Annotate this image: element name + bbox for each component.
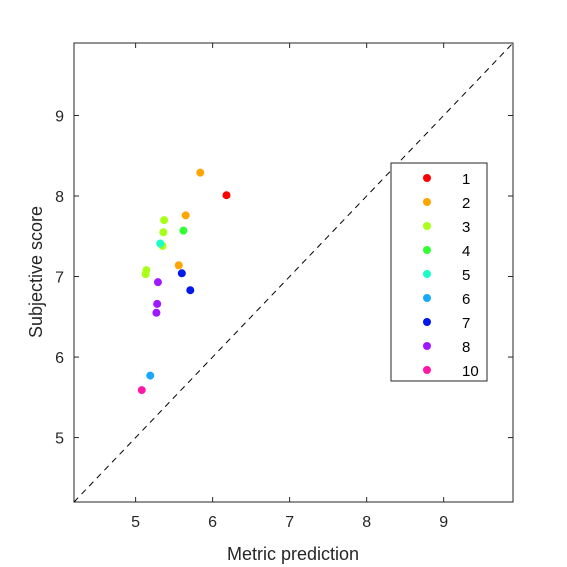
- data-point-series-3: [141, 270, 150, 279]
- legend-label: 4: [462, 243, 470, 260]
- legend-marker: [423, 366, 431, 374]
- data-point-series-3: [159, 228, 168, 237]
- legend-marker: [423, 246, 431, 254]
- x-tick-label: 6: [208, 514, 217, 531]
- data-point-series-2: [196, 168, 205, 177]
- legend-marker: [423, 294, 431, 302]
- x-tick-label: 7: [285, 514, 294, 531]
- y-tick-label: 9: [55, 108, 64, 125]
- x-tick-label: 8: [362, 514, 371, 531]
- y-tick-label: 7: [55, 270, 64, 287]
- legend-marker: [423, 222, 431, 230]
- legend-marker: [423, 198, 431, 206]
- identity-reference-line: [73, 42, 514, 503]
- x-axis-label: Metric prediction: [227, 544, 359, 564]
- data-points: [137, 168, 231, 395]
- data-point-series-8: [153, 299, 162, 308]
- x-axis-ticks: 5 6 7 8 9: [131, 43, 448, 531]
- legend-box: [390, 162, 488, 382]
- data-point-series-2: [174, 261, 183, 270]
- data-point-series-7: [186, 286, 195, 295]
- x-tick-label: 9: [439, 514, 448, 531]
- data-point-series-6: [146, 371, 155, 380]
- data-point-series-8: [152, 308, 161, 317]
- legend-label: 7: [462, 315, 470, 332]
- data-point-series-1: [222, 191, 231, 200]
- data-point-series-8: [153, 278, 162, 287]
- legend-marker: [423, 270, 431, 278]
- legend: 1 2 3 4 5 6 7 8 10: [390, 162, 488, 382]
- data-point-series-7: [177, 269, 186, 278]
- y-tick-label: 8: [55, 189, 64, 206]
- legend-label: 3: [462, 219, 470, 236]
- data-point-series-4: [179, 226, 188, 235]
- legend-marker: [423, 174, 431, 182]
- legend-label: 6: [462, 291, 470, 308]
- legend-label: 5: [462, 267, 470, 284]
- y-axis-label: Subjective score: [26, 206, 46, 338]
- y-tick-label: 6: [55, 350, 64, 367]
- legend-marker: [423, 342, 431, 350]
- legend-label: 1: [462, 171, 470, 188]
- legend-label: 10: [462, 363, 479, 380]
- data-point-series-3: [160, 216, 169, 225]
- legend-label: 2: [462, 195, 470, 212]
- legend-label: 8: [462, 339, 470, 356]
- data-point-series-5: [156, 239, 165, 248]
- y-tick-label: 5: [55, 431, 64, 448]
- data-point-series-10: [137, 386, 146, 395]
- x-tick-label: 5: [131, 514, 140, 531]
- legend-marker: [423, 318, 431, 326]
- data-point-series-2: [181, 211, 190, 220]
- y-axis-ticks: 5 6 7 8 9: [55, 108, 513, 448]
